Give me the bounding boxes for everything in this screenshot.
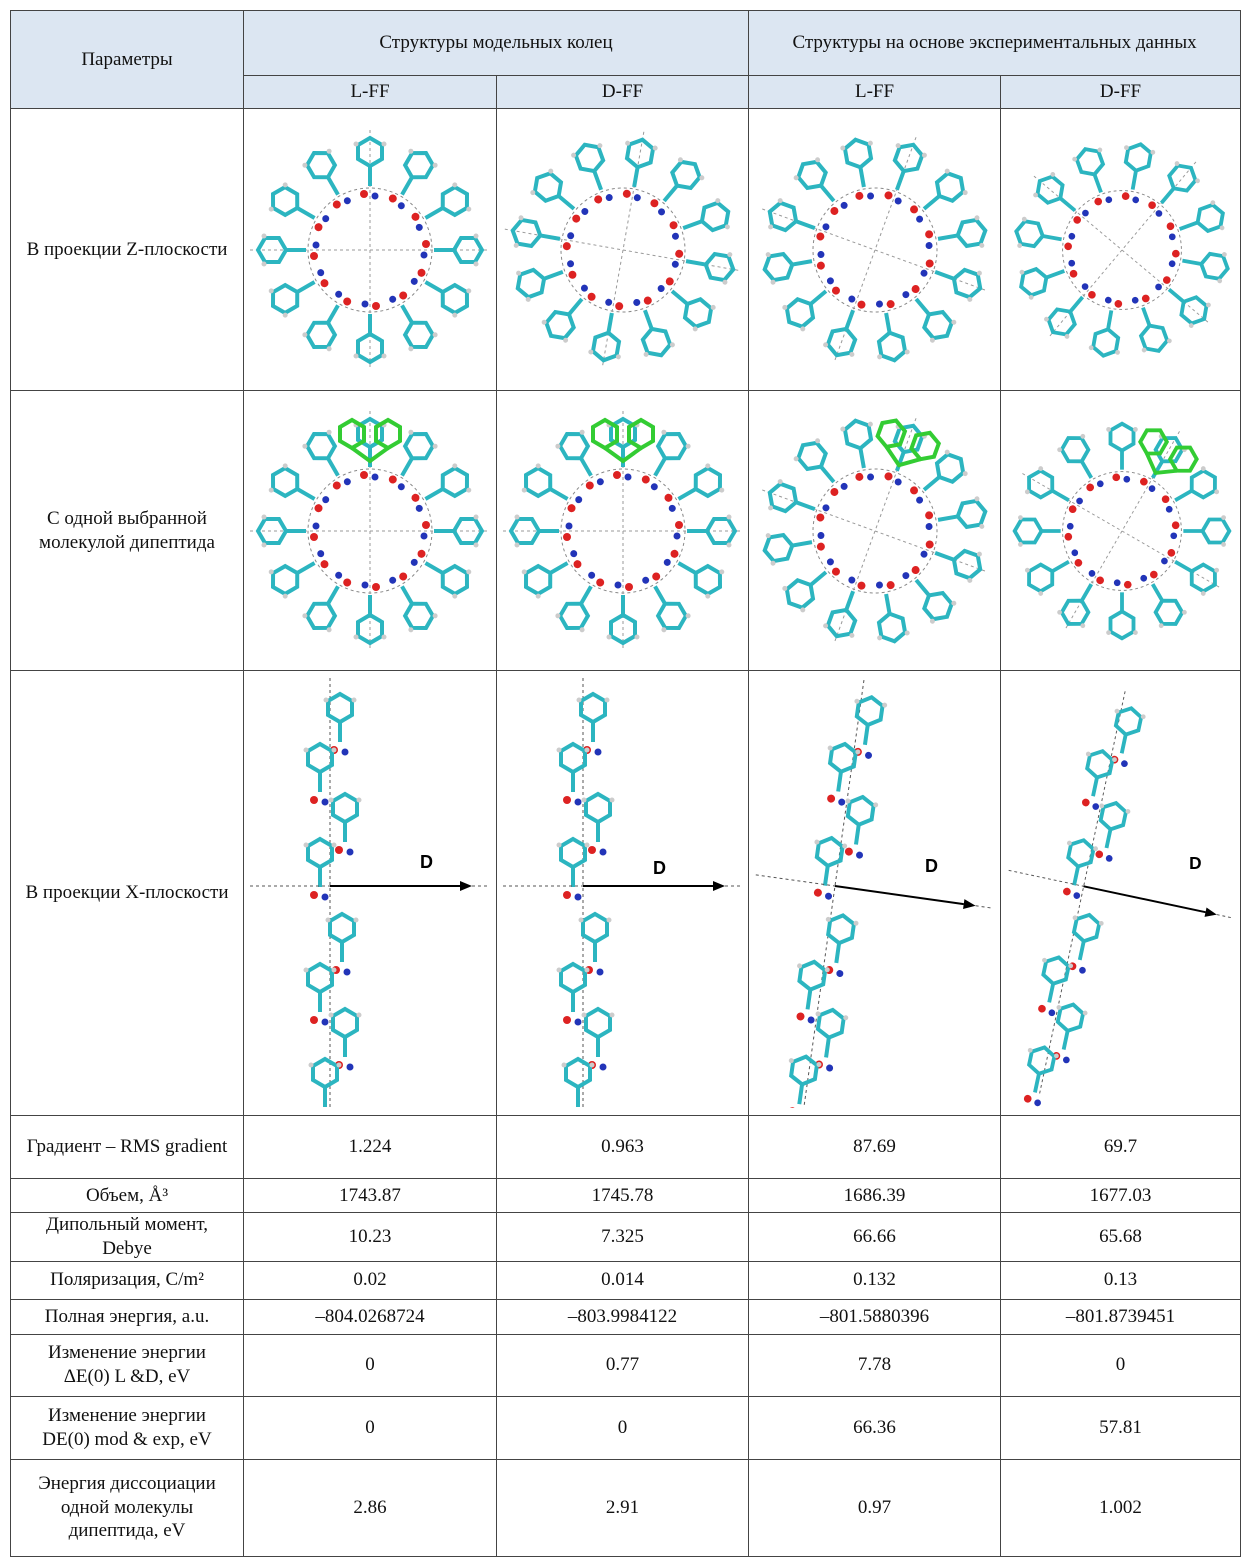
image-cell <box>497 109 749 391</box>
subheader: D-FF <box>497 76 749 109</box>
row-label: Поляризация, C/m² <box>11 1261 244 1299</box>
image-cell: D <box>749 671 1001 1116</box>
value-cell: 65.68 <box>1001 1213 1241 1262</box>
value-cell: 2.91 <box>497 1459 749 1556</box>
value-cell: 0.963 <box>497 1116 749 1179</box>
image-cell <box>244 109 497 391</box>
molecule-image: D <box>1007 678 1237 1108</box>
image-cell <box>497 391 749 671</box>
value-cell: 0.02 <box>244 1261 497 1299</box>
row-label: Полная энергия, a.u. <box>11 1299 244 1334</box>
image-cell: D <box>1001 671 1241 1116</box>
image-cell <box>1001 391 1241 671</box>
row-label: Объем, Å³ <box>11 1179 244 1213</box>
image-cell <box>749 109 1001 391</box>
value-cell: 0 <box>244 1396 497 1459</box>
molecule-image <box>250 130 490 370</box>
value-cell: 0 <box>1001 1334 1241 1396</box>
image-row: В проекции Z-плоскости <box>11 109 1241 391</box>
value-cell: 0.132 <box>749 1261 1001 1299</box>
table-body: Параметры Структуры модельных колец Стру… <box>11 11 1241 1557</box>
molecule-image <box>1007 135 1237 365</box>
value-cell: 1677.03 <box>1001 1179 1241 1213</box>
page-body: Параметры Структуры модельных колец Стру… <box>0 0 1242 1560</box>
vector-label: D <box>925 856 938 876</box>
image-cell: D <box>244 671 497 1116</box>
molecule-image: D <box>250 678 490 1108</box>
value-cell: 69.7 <box>1001 1116 1241 1179</box>
data-table: Параметры Структуры модельных колец Стру… <box>10 10 1241 1557</box>
page: Table {"header":{"parameters":"Параметры… <box>0 0 1242 1560</box>
molecule-image: D <box>755 678 995 1108</box>
molecule-image <box>250 411 490 651</box>
value-cell: –801.8739451 <box>1001 1299 1241 1334</box>
value-cell: 7.78 <box>749 1334 1001 1396</box>
value-cell: 66.66 <box>749 1213 1001 1262</box>
value-cell: 7.325 <box>497 1213 749 1262</box>
header-group: Структуры модельных колец <box>244 11 749 76</box>
row-label: Дипольный момент, Debye <box>11 1213 244 1262</box>
vector-label: D <box>420 852 433 872</box>
value-cell: 1686.39 <box>749 1179 1001 1213</box>
molecule-image <box>755 130 995 370</box>
image-cell <box>1001 109 1241 391</box>
value-cell: 2.86 <box>244 1459 497 1556</box>
value-cell: –803.9984122 <box>497 1299 749 1334</box>
value-cell: 0.014 <box>497 1261 749 1299</box>
value-cell: 66.36 <box>749 1396 1001 1459</box>
row-label: В проекции X-плоскости <box>11 671 244 1116</box>
vector-label: D <box>1189 853 1201 873</box>
molecule-image <box>755 411 995 651</box>
row-label: В проекции Z-плоскости <box>11 109 244 391</box>
subheader: L-FF <box>244 76 497 109</box>
value-cell: 57.81 <box>1001 1396 1241 1459</box>
molecule-image <box>503 130 743 370</box>
row-label: Градиент – RMS gradient <box>11 1116 244 1179</box>
vector-label: D <box>653 858 666 878</box>
image-cell: D <box>497 671 749 1116</box>
molecule-image: D <box>503 678 743 1108</box>
value-cell: 10.23 <box>244 1213 497 1262</box>
subheader: D-FF <box>1001 76 1241 109</box>
molecule-image <box>503 411 743 651</box>
value-cell: 1743.87 <box>244 1179 497 1213</box>
row-label: С одной выбранной молекулой дипептида <box>11 391 244 671</box>
value-cell: 0.13 <box>1001 1261 1241 1299</box>
image-row: В проекции X-плоскости D D D D <box>11 671 1241 1116</box>
header-cell: Параметры <box>11 11 244 109</box>
value-cell: 0.77 <box>497 1334 749 1396</box>
header-row: Параметры Структуры модельных колец Стру… <box>11 11 1241 76</box>
row-label: Изменение энергии DE(0) mod & exp, eV <box>11 1396 244 1459</box>
value-cell: –804.0268724 <box>244 1299 497 1334</box>
value-cell: 0 <box>497 1396 749 1459</box>
value-cell: 0 <box>244 1334 497 1396</box>
image-cell <box>244 391 497 671</box>
value-cell: 87.69 <box>749 1116 1001 1179</box>
value-cell: 0.97 <box>749 1459 1001 1556</box>
value-cell: 1.224 <box>244 1116 497 1179</box>
subheader: L-FF <box>749 76 1001 109</box>
image-row: С одной выбранной молекулой дипептида <box>11 391 1241 671</box>
row-label: Изменение энергии ΔE(0) L &D, eV <box>11 1334 244 1396</box>
header-group: Структуры на основе экспериментальных да… <box>749 11 1241 76</box>
data-row: Полная энергия, a.u.–804.0268724–803.998… <box>11 1299 1241 1334</box>
row-label: Энергия диссоциации одной молекулы дипеп… <box>11 1459 244 1556</box>
value-cell: 1.002 <box>1001 1459 1241 1556</box>
image-cell <box>749 391 1001 671</box>
value-cell: 1745.78 <box>497 1179 749 1213</box>
molecule-image <box>1007 416 1237 646</box>
data-row: Энергия диссоциации одной молекулы дипеп… <box>11 1459 1241 1556</box>
value-cell: –801.5880396 <box>749 1299 1001 1334</box>
